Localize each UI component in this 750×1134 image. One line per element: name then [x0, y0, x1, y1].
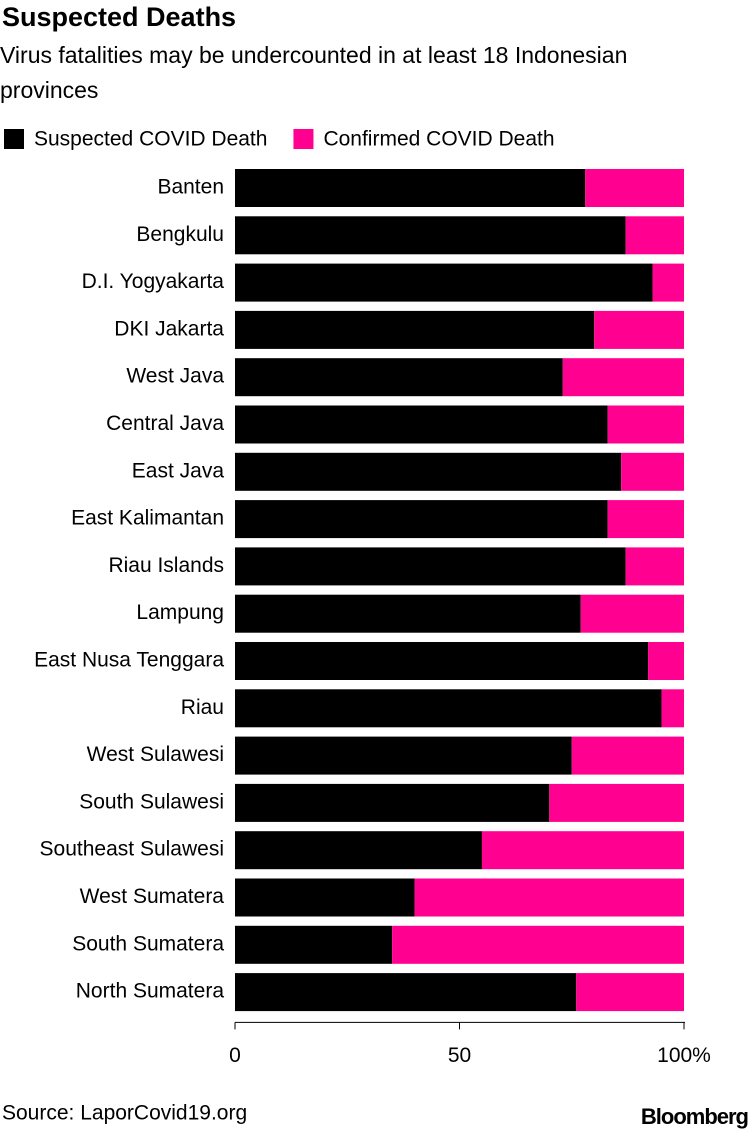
bar-segment: [562, 358, 684, 397]
bar-segment: [235, 831, 482, 870]
bar-segment: [549, 783, 684, 822]
bar-segment: [235, 689, 662, 728]
bar-segment: [235, 358, 563, 397]
y-tick-label: DKI Jakarta: [114, 317, 224, 340]
bar-segment: [235, 216, 626, 255]
bar-segment: [661, 689, 684, 728]
bar-segment: [571, 736, 684, 775]
bar-segment: [235, 736, 572, 775]
bar-segment: [235, 452, 622, 491]
y-tick-label: West Sulawesi: [87, 743, 224, 766]
bar-segment: [621, 452, 684, 491]
y-tick-label: East Kalimantan: [71, 507, 224, 530]
y-tick-label: Banten: [157, 176, 224, 199]
y-tick-label: Central Java: [106, 412, 224, 435]
bar-segment: [235, 878, 415, 917]
y-tick-label: South Sulawesi: [79, 790, 224, 813]
y-tick-label: West Sumatera: [80, 885, 225, 908]
y-tick-label: North Sumatera: [76, 980, 225, 1003]
bar-segment: [235, 263, 653, 302]
source: Source: LaporCovid19.org: [2, 1102, 247, 1125]
x-tick-label: 0: [229, 1044, 241, 1067]
bar-segment: [594, 310, 684, 349]
legend-label: Confirmed COVID Death: [323, 128, 554, 151]
bar-segment: [235, 310, 595, 349]
y-tick-label: Riau: [181, 696, 224, 719]
bar-segment: [625, 216, 684, 255]
bar-segment: [235, 547, 626, 586]
bar-segment: [392, 925, 684, 964]
bar-segment: [481, 831, 684, 870]
bar-segment: [414, 878, 684, 917]
x-tick-label: 100%: [657, 1044, 711, 1067]
y-tick-label: South Sumatera: [72, 932, 224, 955]
y-tick-label: Southeast Sulawesi: [40, 838, 224, 861]
bar-segment: [625, 547, 684, 586]
y-tick-label: Lampung: [136, 601, 224, 624]
brand: Bloomberg: [641, 1104, 748, 1129]
bar-segment: [580, 594, 684, 633]
y-tick-label: East Nusa Tenggara: [34, 649, 224, 672]
legend-swatch: [4, 129, 24, 149]
bar-segment: [235, 925, 393, 964]
bar-segment: [235, 405, 608, 444]
subtitle-box: Virus fatalities may be undercounted in …: [0, 42, 628, 103]
bar-segment: [235, 783, 550, 822]
chart-title: Suspected Deaths: [2, 2, 236, 32]
y-tick-label: D.I. Yogyakarta: [82, 270, 225, 293]
bar-segment: [235, 642, 649, 680]
bar-segment: [607, 405, 684, 444]
bar-segment: [652, 263, 684, 302]
bar-segment: [235, 169, 586, 207]
bar-segment: [648, 642, 684, 680]
bar-segment: [607, 500, 684, 539]
bar-segment: [235, 973, 577, 1012]
x-tick-label: 50: [448, 1044, 471, 1067]
chart-subtitle: Virus fatalities may be undercounted in …: [0, 42, 628, 103]
bar-segment: [585, 169, 684, 207]
bar-segment: [576, 973, 684, 1012]
y-tick-label: West Java: [126, 365, 224, 388]
legend-label: Suspected COVID Death: [34, 128, 267, 151]
y-tick-label: Riau Islands: [108, 554, 224, 577]
legend-swatch: [293, 129, 314, 149]
y-tick-label: Bengkulu: [136, 223, 224, 246]
bar-segment: [235, 594, 581, 633]
y-tick-label: East Java: [132, 459, 225, 482]
bar-segment: [235, 500, 608, 539]
